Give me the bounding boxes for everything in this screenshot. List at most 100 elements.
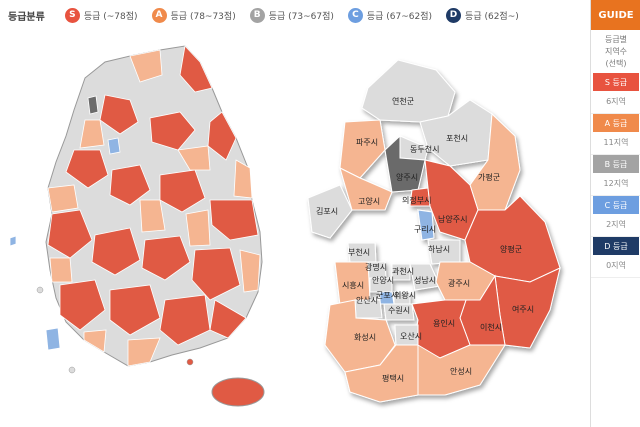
guide-count-d: 0지역 [591, 255, 640, 278]
korea-region-s[interactable] [159, 169, 206, 213]
grade-legend: 등급분류 S 등급 (~78점) A 등급 (78~73점) B 등급 (73~… [0, 0, 590, 30]
korea-region-a[interactable] [233, 159, 253, 199]
legend-label-d: 등급 (62점~) [465, 11, 519, 22]
korea-region-a[interactable] [83, 329, 107, 353]
gyeonggi-labels: 연천군 포천시 동두천시 파주시 가평군 양주시 의정부시 김포시 고양시 남양… [316, 96, 534, 383]
label-siheung: 시흥시 [342, 280, 364, 290]
guide-desc-line: (선택) [605, 59, 627, 68]
korea-region-d[interactable] [87, 95, 99, 115]
korea-region-s[interactable] [59, 279, 106, 331]
label-pocheon: 포천시 [446, 133, 468, 143]
korea-region-s[interactable] [109, 284, 161, 336]
korea-region-c[interactable] [45, 327, 61, 351]
gyeonggi-map [307, 59, 561, 403]
korea-region-c[interactable] [9, 235, 17, 247]
legend-label-a: 등급 (78~73점) [170, 11, 236, 22]
badge-d: D [446, 7, 462, 23]
korea-region-a[interactable] [47, 184, 79, 213]
region-gwacheon[interactable] [391, 263, 411, 281]
korea-region-a[interactable] [49, 257, 73, 283]
guide-grade-a[interactable]: A 등급 [593, 114, 639, 132]
guide-grade-b[interactable]: B 등급 [593, 155, 639, 173]
korea-region-a[interactable] [177, 145, 211, 171]
guide-desc-line: 등급별 [604, 35, 628, 44]
label-namyangju: 남양주시 [438, 215, 467, 224]
korea-region-s[interactable] [141, 235, 191, 281]
korea-region-s[interactable] [91, 227, 141, 276]
korea-region-s[interactable] [109, 164, 151, 206]
korea-region-s[interactable] [65, 149, 109, 189]
korea-region-a[interactable] [239, 249, 261, 293]
region-suwon[interactable] [383, 303, 415, 321]
legend-item-c[interactable]: C 등급 (67~62점) [347, 7, 433, 23]
label-anseong: 안성시 [450, 366, 472, 376]
legend-item-s[interactable]: S 등급 (~78점) [64, 7, 138, 23]
korea-region-c[interactable] [107, 137, 121, 155]
label-gwangju: 광주시 [448, 278, 470, 288]
region-goyang[interactable] [339, 167, 393, 211]
korea-region-a[interactable] [127, 337, 161, 367]
maps-area: 연천군 포천시 동두천시 파주시 가평군 양주시 의정부시 김포시 고양시 남양… [9, 45, 561, 407]
korea-region-s[interactable] [159, 294, 211, 346]
korea-region-a[interactable] [185, 209, 211, 247]
label-pyeongtaek: 평택시 [382, 373, 404, 383]
label-gwangmyeong: 광명시 [365, 262, 387, 272]
korea-region-a[interactable] [139, 199, 166, 233]
korea-region-a[interactable] [79, 119, 105, 149]
korea-region-s[interactable] [99, 94, 139, 135]
label-uiwang: 의왕시 [394, 290, 416, 300]
island [186, 358, 194, 366]
guide-grade-s[interactable]: S 등급 [593, 73, 639, 91]
label-icheon: 이천시 [480, 322, 502, 332]
jeju-island[interactable] [211, 377, 265, 407]
label-gimpo: 김포시 [316, 206, 338, 216]
guide-count-s: 6지역 [591, 91, 640, 114]
legend-item-d[interactable]: D 등급 (62점~) [446, 7, 519, 23]
label-hanam: 하남시 [428, 244, 450, 254]
guide-panel: GUIDE 등급별 지역수 (선택) S 등급 6지역 A 등급 11지역 B … [590, 0, 640, 427]
badge-b: B [249, 7, 265, 23]
label-bucheon: 부천시 [348, 247, 370, 257]
legend-label-b: 등급 (73~67점) [268, 11, 334, 22]
legend-item-a[interactable]: A 등급 (78~73점) [151, 7, 236, 23]
label-yongin: 용인시 [433, 318, 455, 328]
island [36, 286, 44, 294]
region-anseong[interactable] [417, 344, 506, 396]
korea-region-s[interactable] [149, 111, 196, 151]
label-guri: 구리시 [414, 225, 436, 234]
region-paju[interactable] [339, 119, 386, 179]
guide-grade-c[interactable]: C 등급 [593, 196, 639, 214]
label-yangju: 양주시 [396, 173, 418, 182]
label-gwacheon: 과천시 [392, 266, 414, 276]
badge-s: S [64, 7, 80, 23]
region-guri[interactable] [417, 209, 435, 241]
label-dongducheon: 동두천시 [410, 144, 439, 154]
korea-region-s[interactable] [47, 209, 93, 259]
label-uijeongbu: 의정부시 [402, 195, 431, 205]
korea-region-s[interactable] [209, 199, 259, 241]
badge-c: C [347, 7, 363, 23]
label-suwon: 수원시 [388, 306, 410, 315]
korea-region-s[interactable] [191, 247, 241, 301]
korea-region-s[interactable] [209, 299, 247, 339]
korea-region-s[interactable] [207, 111, 237, 161]
region-gimpo[interactable] [307, 184, 353, 239]
label-seongnam: 성남시 [414, 276, 436, 285]
region-hwaseong[interactable] [324, 299, 396, 373]
guide-count-c: 2지역 [591, 214, 640, 237]
guide-desc-line: 지역수 [604, 47, 628, 56]
label-yeoju: 여주시 [512, 304, 534, 314]
guide-count-b: 12지역 [591, 173, 640, 196]
guide-grade-d[interactable]: D 등급 [593, 237, 639, 255]
korea-region-a[interactable] [129, 49, 163, 83]
label-gapyeong: 가평군 [478, 172, 500, 182]
legend-item-b[interactable]: B 등급 (73~67점) [249, 7, 334, 23]
region-yeoncheon[interactable] [361, 59, 456, 123]
label-hwaseong: 화성시 [354, 333, 376, 342]
legend-title: 등급분류 [8, 11, 45, 23]
korea-region-s[interactable] [179, 45, 213, 93]
guide-title: GUIDE [591, 0, 640, 30]
guide-description: 등급별 지역수 (선택) [591, 30, 640, 73]
legend-label-c: 등급 (67~62점) [366, 11, 433, 22]
label-gunpo: 군포시 [376, 291, 398, 300]
